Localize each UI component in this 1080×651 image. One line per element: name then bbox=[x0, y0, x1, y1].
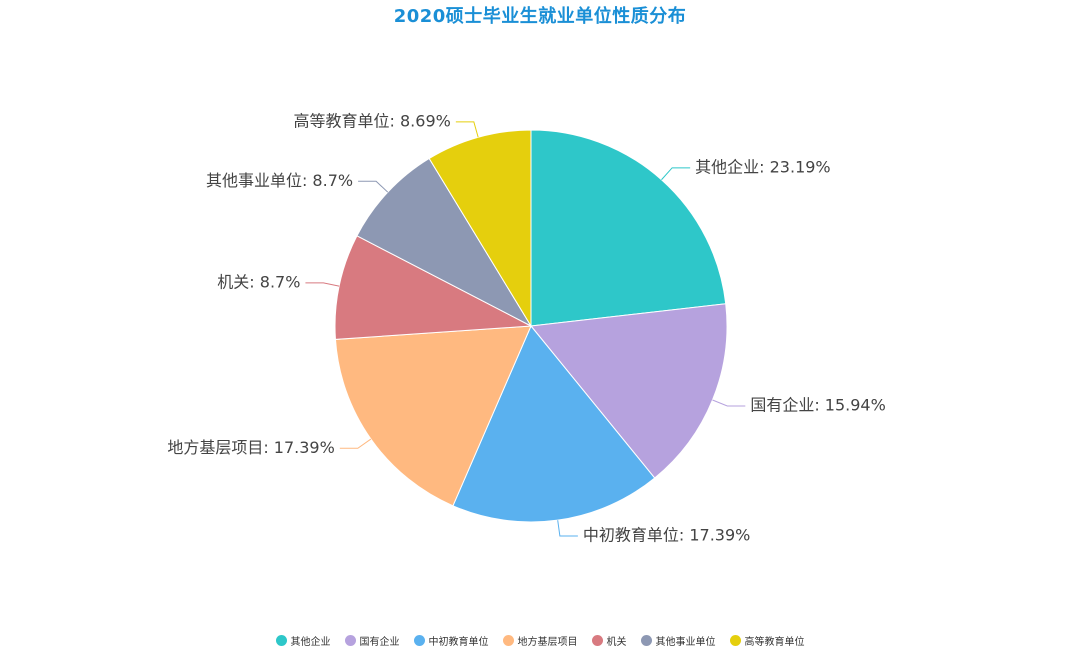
slice-label-1: 国有企业: 15.94% bbox=[750, 396, 886, 415]
slice-label-4: 机关: 8.7% bbox=[217, 272, 300, 291]
legend-swatch bbox=[414, 635, 425, 646]
leader-line-3 bbox=[340, 439, 371, 448]
legend-item-5[interactable]: 其他事业单位 bbox=[641, 633, 716, 648]
legend-item-3[interactable]: 地方基层项目 bbox=[503, 633, 578, 648]
slice-label-6: 高等教育单位: 8.69% bbox=[294, 111, 451, 130]
leader-line-1 bbox=[713, 400, 746, 406]
legend-swatch bbox=[345, 635, 356, 646]
leader-line-0 bbox=[661, 168, 690, 180]
legend-label: 中初教育单位 bbox=[429, 633, 489, 648]
legend: 其他企业 国有企业 中初教育单位 地方基层项目 机关 其他事业单位 高等教育单位 bbox=[0, 633, 1080, 648]
legend-item-6[interactable]: 高等教育单位 bbox=[730, 633, 805, 648]
leader-line-5 bbox=[358, 181, 388, 192]
legend-swatch bbox=[641, 635, 652, 646]
legend-item-4[interactable]: 机关 bbox=[592, 633, 627, 648]
slice-label-5: 其他事业单位: 8.7% bbox=[206, 171, 353, 190]
legend-item-1[interactable]: 国有企业 bbox=[345, 633, 400, 648]
legend-label: 高等教育单位 bbox=[745, 633, 805, 648]
legend-swatch bbox=[503, 635, 514, 646]
legend-label: 其他事业单位 bbox=[656, 633, 716, 648]
slice-label-2: 中初教育单位: 17.39% bbox=[583, 526, 751, 545]
slice-label-3: 地方基层项目: 17.39% bbox=[167, 438, 335, 457]
legend-label: 地方基层项目 bbox=[518, 633, 578, 648]
leader-line-6 bbox=[456, 122, 478, 137]
leader-line-4 bbox=[305, 283, 339, 286]
slice-label-0: 其他企业: 23.19% bbox=[695, 157, 831, 176]
legend-swatch bbox=[730, 635, 741, 646]
legend-swatch bbox=[592, 635, 603, 646]
legend-label: 国有企业 bbox=[360, 633, 400, 648]
legend-swatch bbox=[276, 635, 287, 646]
leader-line-2 bbox=[558, 520, 578, 536]
legend-label: 机关 bbox=[607, 633, 627, 648]
legend-item-2[interactable]: 中初教育单位 bbox=[414, 633, 489, 648]
legend-label: 其他企业 bbox=[291, 633, 331, 648]
legend-item-0[interactable]: 其他企业 bbox=[276, 633, 331, 648]
